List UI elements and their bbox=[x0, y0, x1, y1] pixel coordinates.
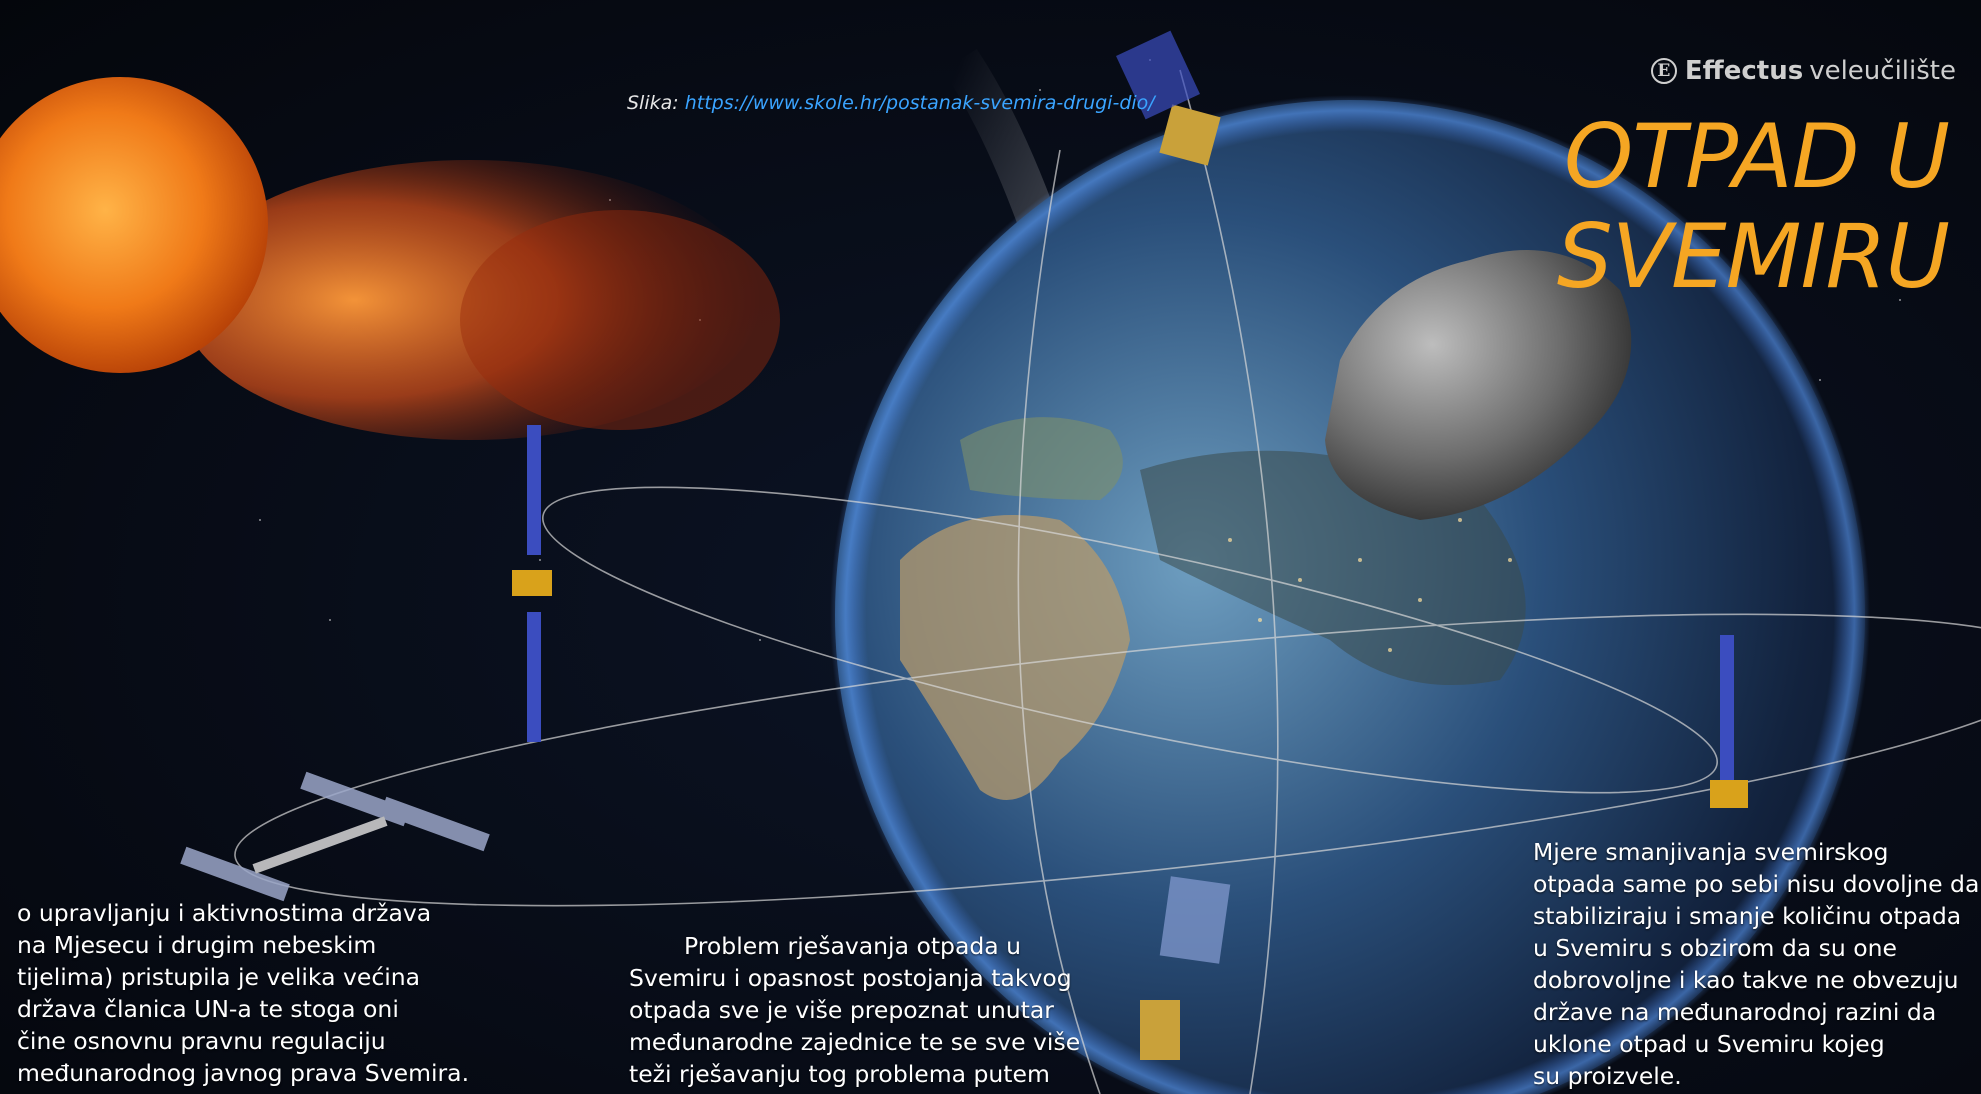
brand-logo: E Effectus veleučilište bbox=[1650, 56, 1956, 86]
text-line: država članica UN-a te stoga oni bbox=[17, 995, 399, 1023]
effectus-logo-icon: E bbox=[1650, 58, 1677, 84]
image-caption: Slika: https://www.skole.hr/postanak-sve… bbox=[627, 92, 1155, 114]
text-column-left: o upravljanju i aktivnostima država na M… bbox=[17, 897, 469, 1089]
page-title: OTPAD U SVEMIRU bbox=[1556, 105, 1950, 308]
text-line: čine osnovnu pravnu regulaciju bbox=[17, 1027, 386, 1055]
text-line: otpada sve je više prepoznat unutar bbox=[629, 996, 1054, 1024]
brand-name-bold: Effectus bbox=[1684, 56, 1804, 86]
text-line: o upravljanju i aktivnostima država bbox=[17, 899, 432, 927]
text-line: su proizvele. bbox=[1533, 1062, 1682, 1090]
text-line: na Mjesecu i drugim nebeskim bbox=[17, 931, 377, 959]
caption-link[interactable]: https://www.skole.hr/postanak-svemira-dr… bbox=[684, 92, 1155, 114]
text-line: dobrovoljne i kao takve ne obvezuju bbox=[1533, 966, 1959, 994]
text-line: Mjere smanjivanja svemirskog bbox=[1533, 838, 1889, 866]
text-line: uklone otpad u Svemiru kojeg bbox=[1533, 1030, 1885, 1058]
text-column-right: Mjere smanjivanja svemirskog otpada same… bbox=[1533, 836, 1979, 1092]
title-line: SVEMIRU bbox=[1556, 205, 1950, 308]
text-column-middle: Problem rješavanja otpada u Svemiru i op… bbox=[629, 930, 1080, 1090]
text-line: Problem rješavanja otpada u bbox=[684, 932, 1022, 960]
text-line: države na međunarodnoj razini da bbox=[1533, 998, 1937, 1026]
text-line: Svemiru i opasnost postojanja takvog bbox=[629, 964, 1072, 992]
text-line: u Svemiru s obzirom da su one bbox=[1533, 934, 1897, 962]
text-line: međunarodnog javnog prava Svemira. bbox=[17, 1059, 470, 1087]
text-line: tijelima) pristupila je velika većina bbox=[17, 963, 421, 991]
caption-label: Slika: bbox=[627, 92, 685, 114]
title-line: OTPAD U bbox=[1563, 105, 1950, 208]
text-line: otpada same po sebi nisu dovoljne da bbox=[1533, 870, 1980, 898]
brand-name-rest: veleučilište bbox=[1809, 56, 1956, 86]
text-line: teži rješavanju tog problema putem bbox=[629, 1060, 1050, 1088]
text-line: stabiliziraju i smanje količinu otpada bbox=[1533, 902, 1962, 930]
text-line: međunarodne zajednice te se sve više bbox=[629, 1028, 1081, 1056]
